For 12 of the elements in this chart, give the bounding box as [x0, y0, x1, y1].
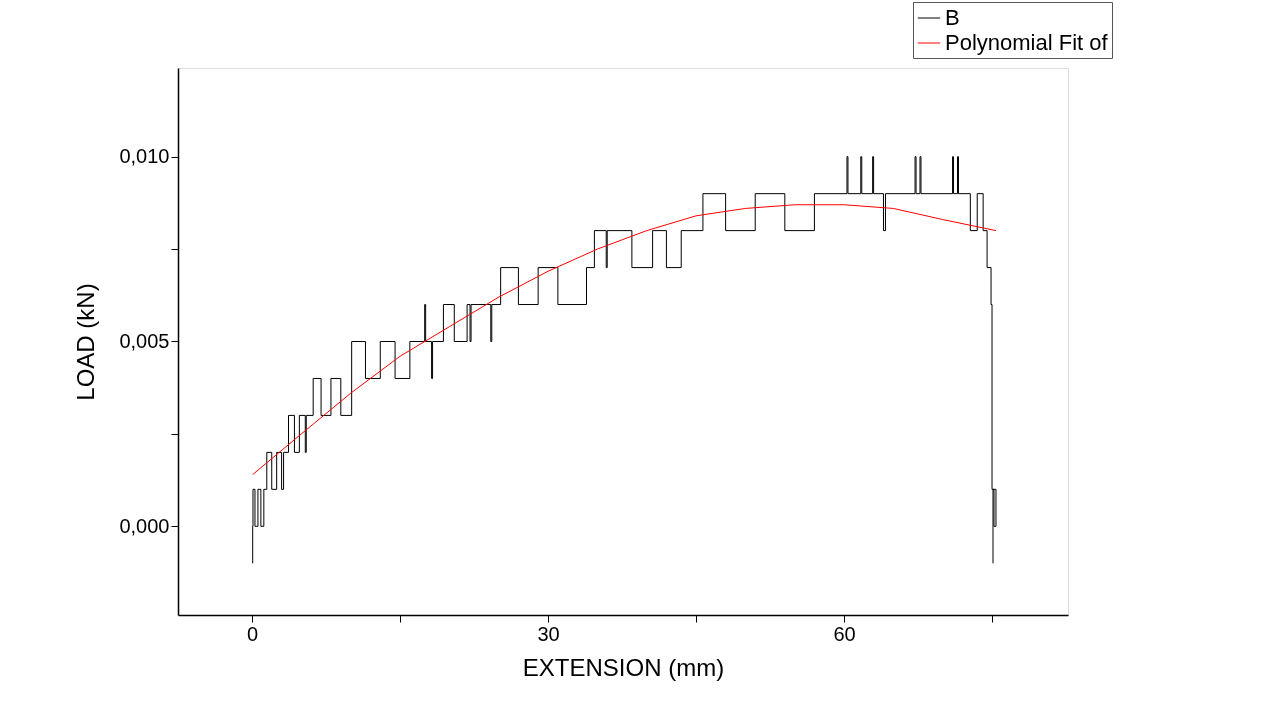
x-tick-label: 60 — [833, 622, 856, 645]
x-tick-label: 30 — [537, 622, 560, 645]
y-axis-title: LOAD (kN) — [72, 283, 100, 401]
x-axis-title: EXTENSION (mm) — [522, 653, 725, 681]
legend-label: B — [945, 5, 960, 30]
y-tick-label: 0,005 — [119, 330, 170, 352]
line-series — [252, 204, 997, 476]
x-tick-label: 0 — [246, 622, 259, 645]
line-series — [252, 156, 997, 564]
y-tick-label: 0,000 — [119, 514, 170, 537]
y-tick-label: 0,010 — [119, 145, 170, 168]
legend-label: Polynomial Fit of — [945, 30, 1109, 55]
